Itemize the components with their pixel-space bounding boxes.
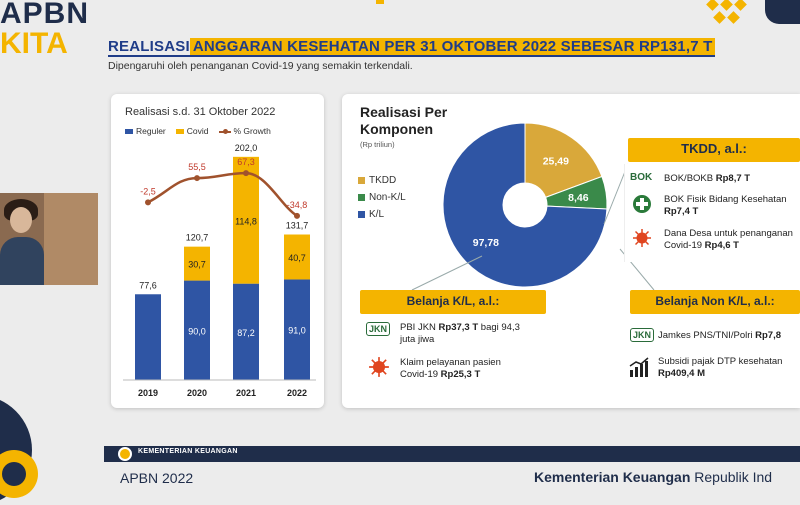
belanja-non-kl-item-subsidi: Subsidi pajak DTP kesehatan Rp409,4 M: [658, 356, 783, 379]
speaker-webcam: [0, 193, 98, 285]
pie-legend-nonkl: Non-K/L: [358, 189, 406, 206]
tkdd-item-bok: BOK/BOKB Rp8,7 T: [664, 173, 751, 184]
growth-point: [145, 199, 151, 206]
pie-slice-label: 97,78: [473, 237, 499, 249]
pie-chart-plot: 25,49 8,46 97,78: [442, 122, 608, 288]
pie-slice-kl: [442, 122, 608, 288]
x-tick-label: 2019: [138, 388, 158, 398]
bar-chart-plot: 77,6 2019 90,0 30,7 120,7 2020 87,2 114,8 202,0 2…: [123, 143, 316, 398]
bar-total-label: 120,7: [186, 233, 209, 243]
growth-point: [194, 175, 200, 182]
diamond-pattern-icon: [706, 0, 747, 24]
growth-label: -34,8: [287, 200, 308, 210]
belanja-kl-item-klaim: Klaim pelayanan pasien Covid-19 Rp25,3 T: [400, 357, 501, 380]
x-tick-label: 2021: [236, 388, 256, 398]
tkdd-item-dana-desa: Dana Desa untuk penanganan Covid-19 Rp4,6…: [664, 228, 793, 251]
growth-label: 67,3: [237, 157, 255, 167]
component-card: Realisasi Per Komponen (Rp triliun) TKDD…: [342, 94, 800, 408]
bar-covid-label: 30,7: [188, 260, 206, 270]
pie-title: Realisasi Per Komponen: [360, 104, 448, 137]
bar-chart-title: Realisasi s.d. 31 Oktober 2022: [125, 106, 276, 118]
legend-growth: % Growth: [218, 126, 271, 136]
kita-logo: KITA: [0, 27, 68, 60]
pie-legend-kl: K/L: [358, 206, 406, 223]
bar-total-label: 77,6: [139, 280, 157, 290]
pie-slice-tkdd: [524, 122, 603, 198]
jkn-logo-icon: JKN: [630, 328, 655, 342]
apbn-logo: APBN: [0, 0, 90, 30]
slide-subtitle: Dipengaruhi oleh penanganan Covid-19 yan…: [108, 60, 413, 72]
bar-chart-card: Realisasi s.d. 31 Oktober 2022 Reguler C…: [111, 94, 324, 408]
title-part2: ANGGARAN KESEHATAN PER 31 OKTOBER 2022 S…: [189, 38, 716, 57]
pie-unit: (Rp triliun): [360, 140, 395, 149]
bok-logo-icon: BOK: [630, 172, 653, 183]
bar-covid-label: 114,8: [235, 216, 257, 226]
bar-reguler-2022: [284, 279, 310, 380]
tkdd-panel: [624, 164, 800, 262]
belanja-non-kl-item-jamkes: Jamkes PNS/TNI/Polri Rp7,8: [658, 330, 782, 341]
bar-reguler-2020: [184, 280, 210, 380]
bar-reguler-2021: [233, 283, 259, 380]
legend-covid: Covid: [175, 126, 209, 136]
growth-point: [294, 212, 300, 219]
virus-icon: [369, 357, 389, 377]
pie-slice-label: 25,49: [543, 156, 569, 168]
x-tick-label: 2022: [287, 388, 307, 398]
top-decoration: [376, 0, 384, 4]
bar-total-label: 202,0: [235, 143, 258, 153]
bar-reguler-label: 87,2: [237, 328, 255, 338]
tkdd-header: TKDD, a.l.:: [628, 138, 800, 162]
x-tick-label: 2020: [187, 388, 207, 398]
corner-shape-inner: [2, 462, 26, 486]
bar-covid-2020: [184, 246, 210, 281]
bar-reguler-2019: [135, 294, 161, 380]
footer-ministry-label: KEMENTERIAN KEUANGAN: [138, 448, 238, 455]
title-part1: REALISASI: [108, 38, 190, 57]
virus-icon: [633, 229, 651, 247]
pie-legend-tkdd: TKDD: [358, 172, 406, 189]
belanja-kl-header: Belanja K/L, a.l.:: [360, 290, 546, 314]
tkdd-item-bok-fisik: BOK Fisik Bidang Kesehatan Rp7,4 T: [664, 194, 787, 217]
footer-kemenkeu: Kementerian Keuangan Republik Ind: [534, 469, 773, 485]
bar-total-label: 131,7: [286, 221, 309, 231]
medical-cross-icon: [633, 195, 651, 213]
slide-title: REALISASI ANGGARAN KESEHATAN PER 31 OKTO…: [108, 38, 716, 57]
growth-point: [243, 170, 249, 177]
ministry-emblem-icon: [118, 447, 132, 461]
pie-slice-label: 8,46: [568, 192, 589, 204]
bar-covid-label: 40,7: [288, 253, 306, 263]
bar-chart-icon: [629, 357, 649, 377]
bar-chart-legend: Reguler Covid % Growth: [125, 126, 271, 136]
belanja-non-kl-header: Belanja Non K/L, a.l.:: [630, 290, 800, 314]
bar-reguler-label: 91,0: [288, 326, 306, 336]
bar-covid-2021: [233, 156, 259, 284]
footer-bar: [104, 446, 800, 462]
jkn-logo-icon: JKN: [366, 322, 391, 336]
bar-reguler-label: 90,0: [188, 326, 206, 336]
pie-legend: TKDD Non-K/L K/L: [358, 172, 406, 223]
growth-label: 55,5: [188, 162, 206, 172]
legend-reguler: Reguler: [125, 126, 166, 136]
footer-apbn-year: APBN 2022: [120, 470, 194, 486]
corner-decoration: [765, 0, 800, 24]
growth-line: [147, 171, 298, 217]
belanja-kl-item-pbi: PBI JKN Rp37,3 T bagi 94,3 juta jiwa: [400, 322, 520, 345]
bar-covid-2022: [284, 234, 310, 280]
growth-label: -2,5: [140, 186, 156, 196]
